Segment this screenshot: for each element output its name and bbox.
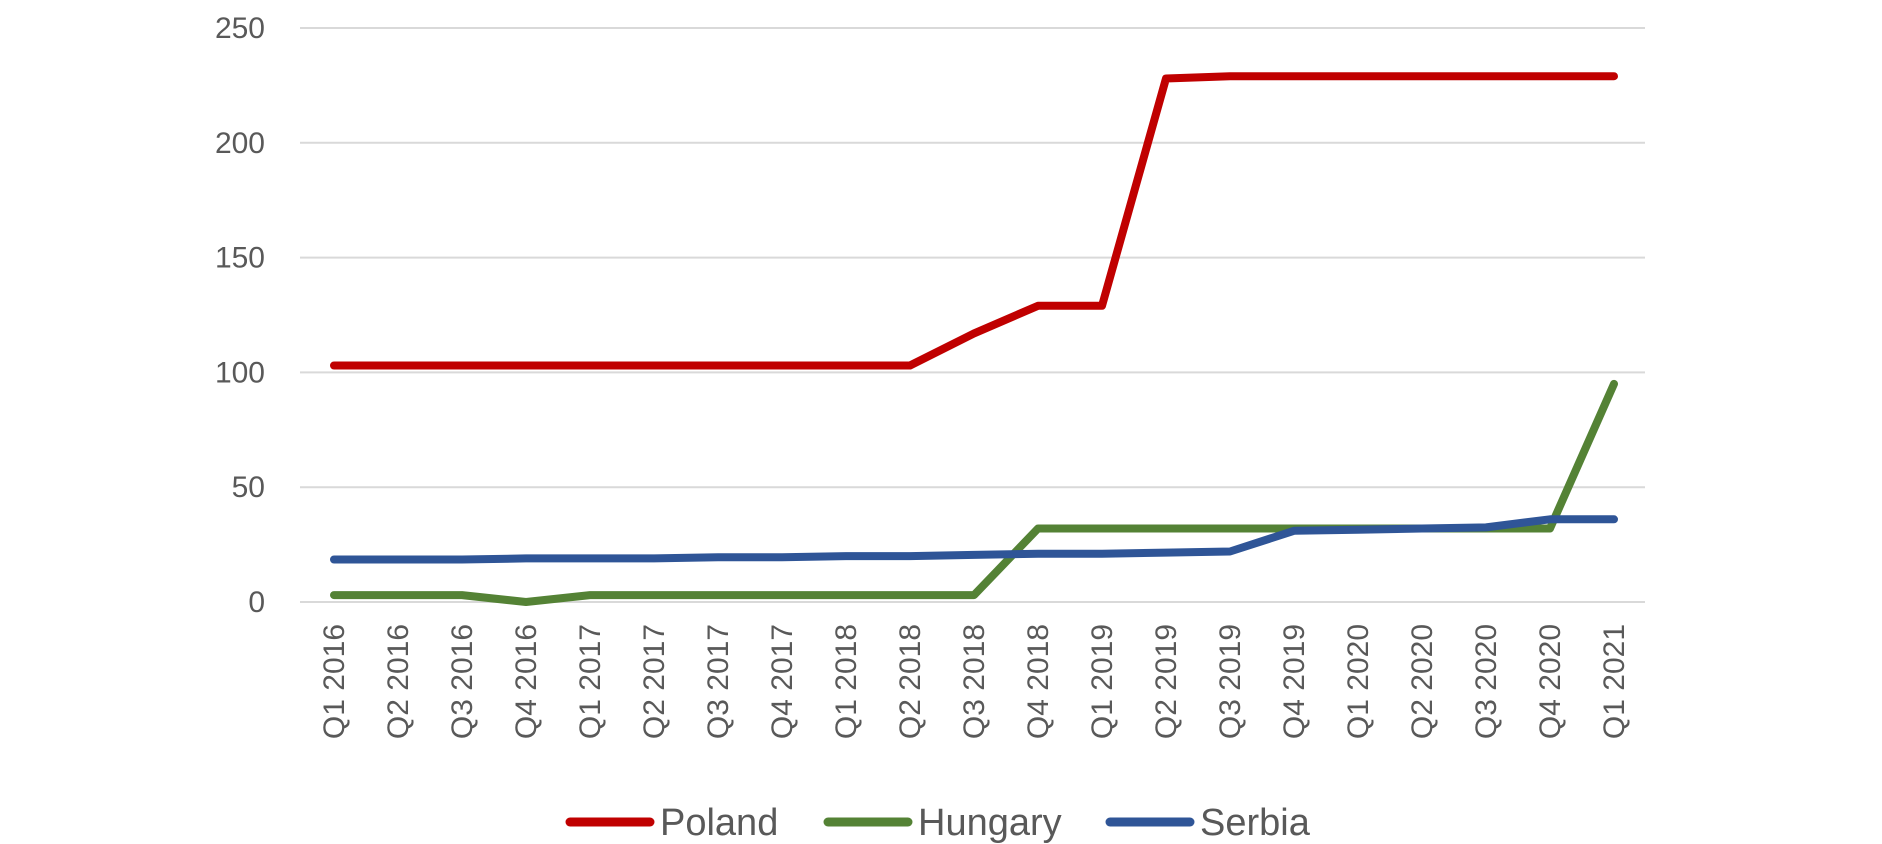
- x-tick-label: Q3 2020: [1470, 624, 1503, 739]
- x-tick-label: Q1 2018: [830, 624, 863, 739]
- x-tick-label: Q1 2019: [1086, 624, 1119, 739]
- x-tick-label: Q2 2018: [894, 624, 927, 739]
- x-tick-label: Q3 2019: [1214, 624, 1247, 739]
- y-tick-label: 250: [215, 12, 265, 45]
- x-tick-label: Q2 2020: [1406, 624, 1439, 739]
- legend-label-serbia: Serbia: [1200, 802, 1311, 844]
- y-tick-label: 200: [215, 127, 265, 160]
- series-line-poland: [330, 72, 1618, 370]
- series-lines: [330, 72, 1618, 606]
- x-tick-label: Q4 2017: [766, 624, 799, 739]
- series-line-serbia: [330, 515, 1618, 564]
- x-tick-label: Q4 2016: [510, 624, 543, 739]
- x-tick-label: Q4 2018: [1022, 624, 1055, 739]
- x-tick-label: Q2 2017: [638, 624, 671, 739]
- y-tick-label: 150: [215, 242, 265, 275]
- x-tick-label: Q3 2017: [702, 624, 735, 739]
- x-tick-label: Q4 2020: [1534, 624, 1567, 739]
- series-line-hungary: [330, 379, 1618, 606]
- x-tick-label: Q1 2020: [1342, 624, 1375, 739]
- x-tick-label: Q4 2019: [1278, 624, 1311, 739]
- y-tick-label: 100: [215, 356, 265, 389]
- gridlines: [300, 27, 1645, 603]
- legend-label-hungary: Hungary: [918, 802, 1062, 844]
- x-tick-label: Q2 2019: [1150, 624, 1183, 739]
- y-tick-label: 50: [232, 471, 265, 504]
- x-tick-label: Q1 2017: [574, 624, 607, 739]
- x-axis-ticks: Q1 2016 Q2 2016 Q3 2016 Q4 2016 Q1 2017 Q2 20…: [318, 624, 1631, 739]
- x-tick-label: Q1 2021: [1598, 624, 1631, 739]
- x-tick-label: Q3 2018: [958, 624, 991, 739]
- legend: Poland Hungary Serbia: [565, 802, 1311, 844]
- y-tick-label: 0: [248, 586, 265, 619]
- y-axis-ticks: 0 50 100 150 200 250: [215, 12, 265, 619]
- x-tick-label: Q1 2016: [318, 624, 351, 739]
- x-tick-label: Q3 2016: [446, 624, 479, 739]
- x-tick-label: Q2 2016: [382, 624, 415, 739]
- legend-label-poland: Poland: [660, 802, 778, 844]
